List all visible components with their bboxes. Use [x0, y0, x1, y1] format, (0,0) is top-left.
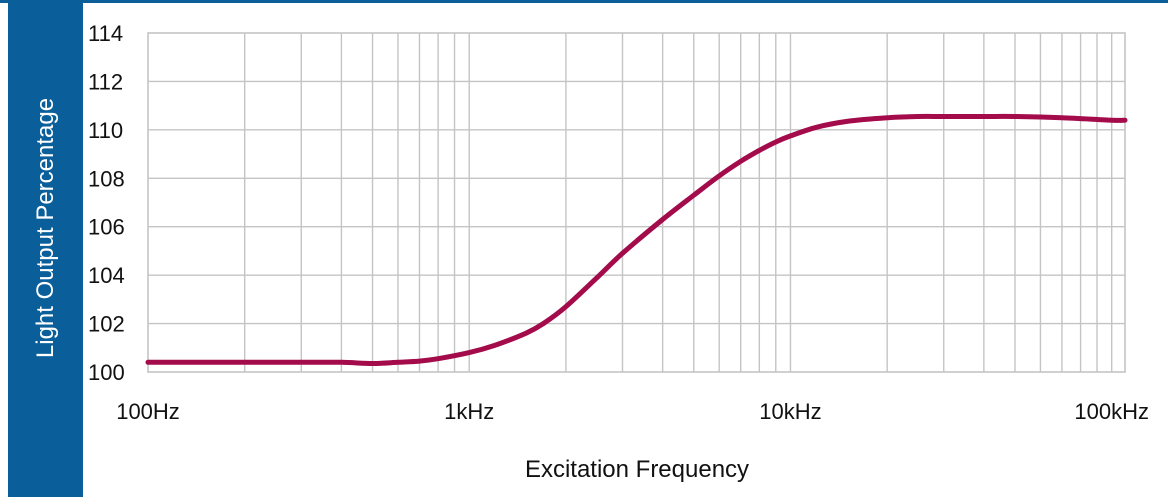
- grid: [148, 33, 1125, 372]
- y-tick-label: 112: [88, 69, 123, 94]
- plot-frame: [147, 32, 1126, 373]
- x-tick-label: 100kHz: [1074, 399, 1149, 424]
- y-tick-label: 110: [88, 118, 123, 143]
- y-tick-labels: 100 102 104 106 108 110 112 114: [88, 21, 125, 385]
- y-axis-band: [8, 3, 83, 497]
- x-axis-title: Excitation Frequency: [525, 456, 749, 483]
- y-tick-label: 102: [88, 312, 125, 337]
- x-tick-label: 100Hz: [116, 399, 180, 424]
- y-tick-label: 100: [88, 360, 125, 385]
- y-tick-label: 104: [88, 263, 125, 288]
- x-tick-labels: 100Hz 1kHz 10kHz 100kHz: [116, 399, 1149, 424]
- series-layer: [145, 113, 1128, 366]
- x-tick-label: 1kHz: [444, 399, 494, 424]
- y-tick-label: 108: [88, 166, 125, 191]
- series-line: [145, 113, 1128, 366]
- x-tick-label: 10kHz: [759, 399, 821, 424]
- y-tick-label: 114: [88, 21, 123, 46]
- y-tick-label: 106: [88, 215, 125, 240]
- top-border: [0, 0, 1168, 3]
